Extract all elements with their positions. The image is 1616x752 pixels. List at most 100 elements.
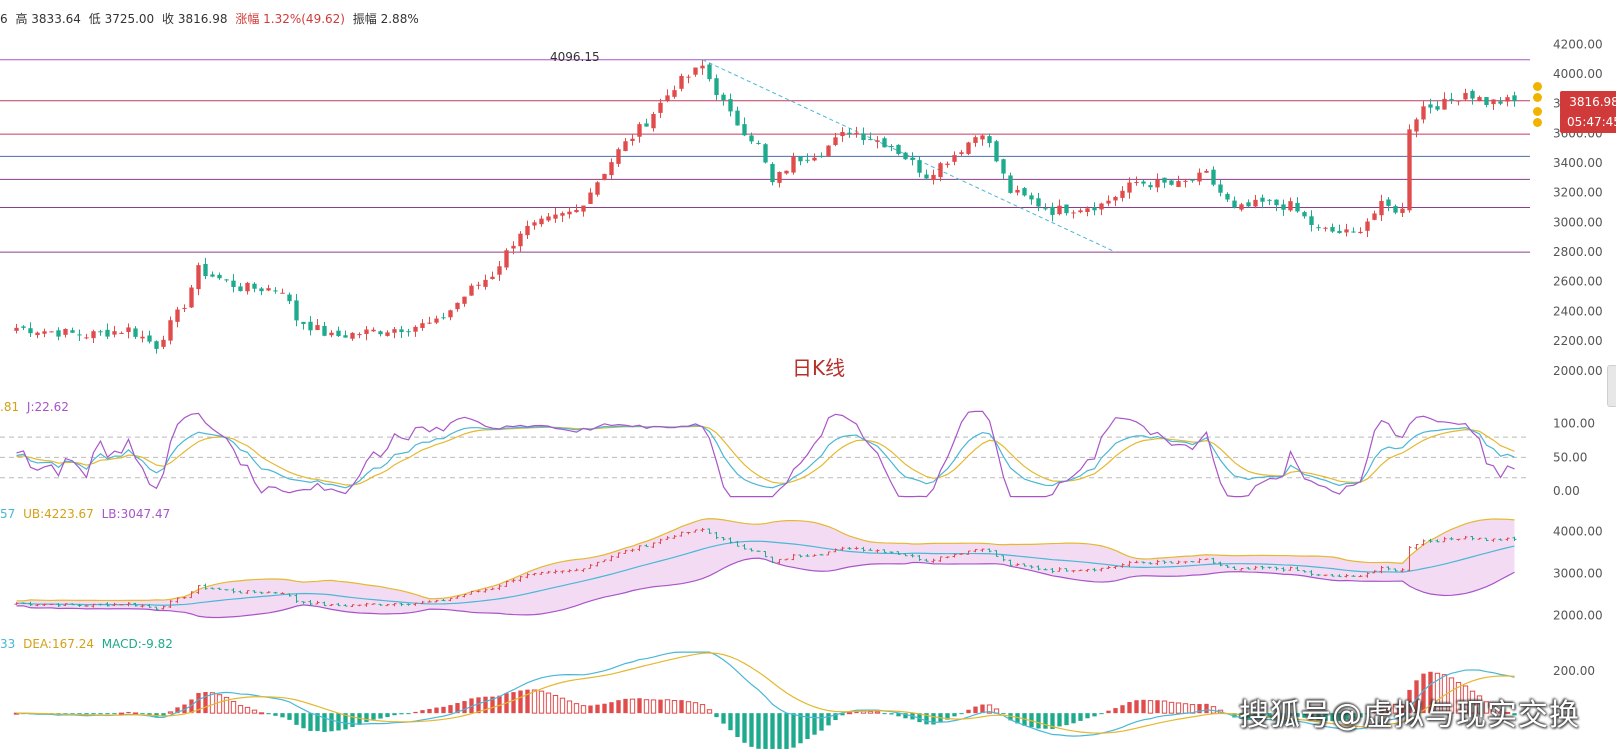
macd-histogram-bar <box>763 713 768 749</box>
macd-histogram-bar <box>966 709 971 714</box>
candle-body <box>1211 169 1216 185</box>
amplitude-value: 振幅 2.88% <box>352 12 419 26</box>
candle-body <box>336 330 341 337</box>
candle-body <box>511 245 516 249</box>
candle-body <box>707 64 712 80</box>
pane-resize-handle[interactable] <box>1607 365 1616 407</box>
candle-body <box>182 307 187 309</box>
low-value: 低 3725.00 <box>88 12 155 26</box>
macd-histogram-bar <box>364 713 369 722</box>
alert-marker-icon[interactable] <box>1533 82 1542 91</box>
macd-histogram-bar <box>203 692 208 714</box>
candle-body <box>203 264 208 277</box>
macd-histogram-bar <box>538 690 545 714</box>
candle-body <box>1414 119 1419 132</box>
candle-body <box>1106 200 1111 204</box>
candle-body <box>1218 184 1223 193</box>
macd-histogram-bar <box>1323 713 1328 721</box>
change-value: 涨幅 1.32%(49.62) <box>235 12 345 26</box>
candle-body <box>448 310 453 318</box>
macd-histogram-bar <box>105 713 110 715</box>
candle-body <box>420 323 425 328</box>
macd-dea-line <box>16 652 1515 734</box>
candle-body <box>1477 97 1482 101</box>
candle-body <box>21 326 26 328</box>
alert-marker-icon[interactable] <box>1533 118 1542 127</box>
macd-histogram-bar <box>112 713 117 715</box>
macd-histogram-bar <box>777 713 782 749</box>
candle-body <box>1057 205 1062 215</box>
candle-body <box>406 331 411 333</box>
candle-body <box>1372 213 1377 220</box>
macd-legend: 33 DEA:167.24 MACD:-9.82 <box>0 637 177 651</box>
macd-histogram-bar <box>1182 703 1189 714</box>
macd-histogram-bar <box>1407 689 1412 714</box>
macd-histogram-bar <box>924 713 929 725</box>
candle-body <box>1071 212 1076 214</box>
alert-marker-icon[interactable] <box>1533 107 1542 116</box>
candle-body <box>364 329 369 334</box>
candle-body <box>378 331 383 335</box>
macd-tick-label: 200.00 <box>1553 664 1595 678</box>
trend-line <box>702 59 1116 253</box>
macd-histogram-bar <box>1330 713 1335 722</box>
candle-body <box>518 233 523 247</box>
candle-body <box>1197 172 1202 182</box>
candle-body <box>1141 181 1146 184</box>
macd-histogram-bar <box>1365 713 1370 715</box>
alert-marker-icon[interactable] <box>1533 93 1542 102</box>
candle-body <box>1113 196 1118 201</box>
candle-body <box>1190 179 1195 181</box>
candle-body <box>1260 197 1265 202</box>
candle-body <box>1379 200 1384 216</box>
candle-body <box>1456 100 1461 102</box>
candle-body <box>294 300 299 321</box>
candle-body <box>938 163 943 178</box>
macd-histogram-bar <box>98 713 103 715</box>
macd-histogram-bar <box>1246 713 1251 720</box>
candle-body <box>588 192 593 204</box>
macd-histogram-bar <box>1161 700 1168 714</box>
candle-body <box>1092 207 1097 211</box>
candle-body <box>868 139 873 141</box>
macd-histogram-bar <box>658 699 663 714</box>
macd-histogram-bar <box>784 713 789 749</box>
candle-body <box>679 75 684 89</box>
candle-body <box>1365 221 1370 231</box>
candle-body <box>1330 227 1335 232</box>
candle-body <box>693 67 698 75</box>
macd-histogram-bar <box>1302 713 1307 718</box>
macd-histogram-bar <box>1106 710 1111 714</box>
candle-body <box>1281 204 1286 210</box>
candle-body <box>1449 99 1454 101</box>
candle-body <box>840 132 845 137</box>
macd-histogram-bar <box>749 713 754 747</box>
candle-body <box>861 133 866 140</box>
candle-body <box>497 266 502 275</box>
candle-body <box>238 286 243 292</box>
macd-histogram-bar <box>1197 704 1202 714</box>
macd-histogram-bar <box>244 706 251 714</box>
macd-histogram-bar <box>420 710 425 714</box>
price-tick-label: 2600.00 <box>1553 275 1603 289</box>
candle-body <box>469 285 474 296</box>
candle-body <box>210 274 215 277</box>
macd-histogram-bar <box>1260 713 1265 719</box>
candle-body <box>77 334 82 336</box>
macd-histogram-bar <box>1309 713 1314 720</box>
macd-histogram-bar <box>189 699 194 714</box>
candle-body <box>714 78 719 95</box>
candle-body <box>833 137 838 145</box>
macd-histogram-bar <box>1351 713 1356 719</box>
macd-histogram-bar <box>685 701 692 714</box>
candle-body <box>56 330 61 337</box>
candle-body <box>490 276 495 280</box>
macd-histogram-bar <box>441 706 446 714</box>
candle-body <box>910 157 915 161</box>
macd-histogram-bar <box>566 700 573 714</box>
candle-body <box>924 174 929 179</box>
candle-body <box>1162 177 1167 183</box>
candle-body <box>1470 90 1475 99</box>
close-value: 收 3816.98 <box>162 12 228 26</box>
